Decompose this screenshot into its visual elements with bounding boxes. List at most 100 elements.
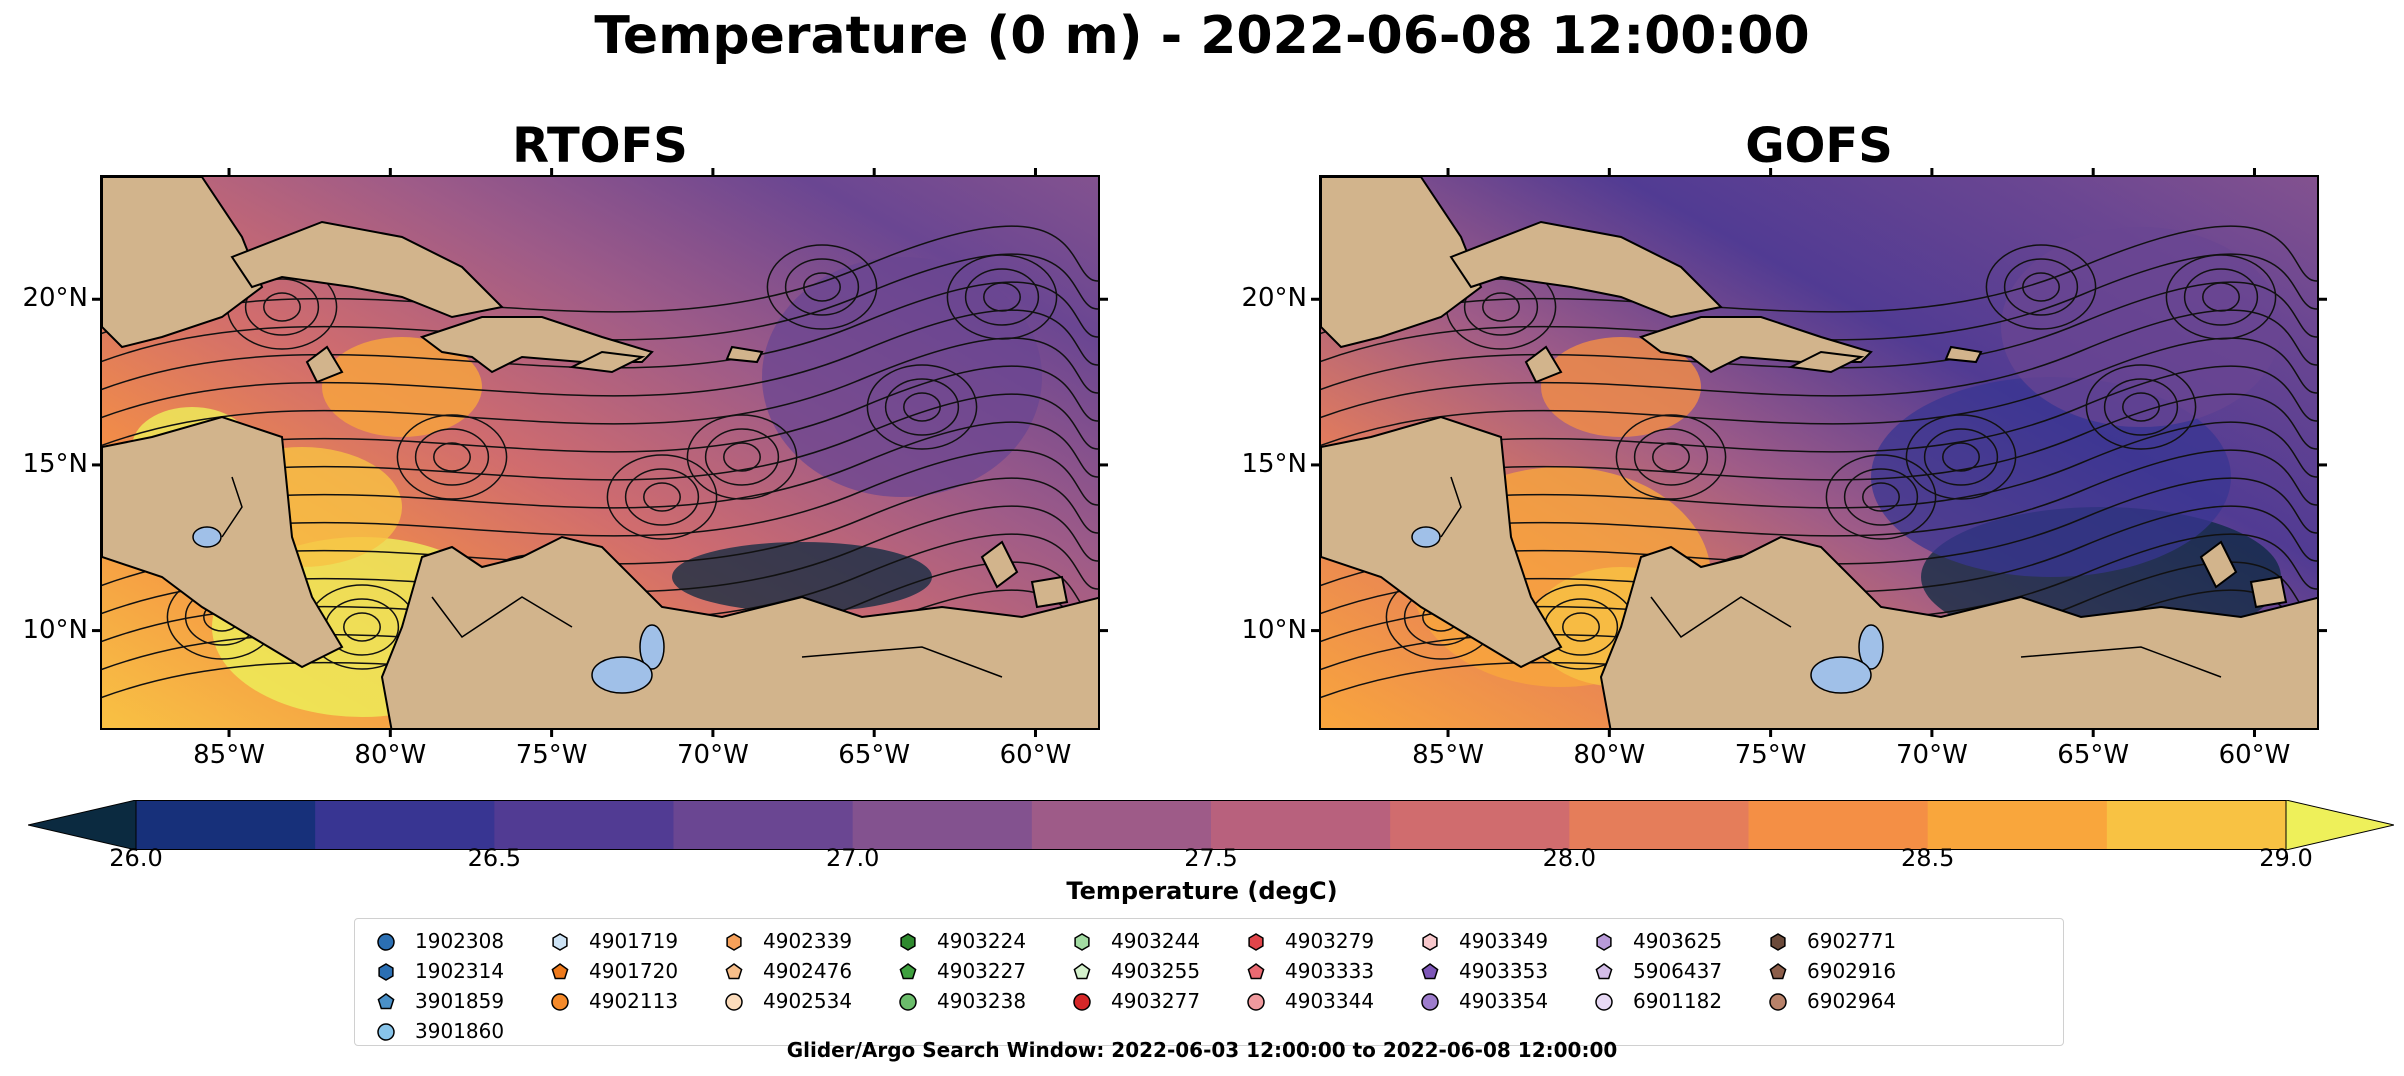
legend-item: 4902113 — [549, 987, 719, 1015]
lon-tick-label: 70°W — [676, 740, 749, 770]
streamline — [102, 421, 1098, 531]
warm-anomaly — [322, 337, 482, 437]
legend-item: 4903333 — [1245, 957, 1415, 985]
eddy-streamline — [1615, 414, 1727, 500]
colorbar-tick-label: 27.5 — [1184, 844, 1238, 872]
legend-item: 4903344 — [1245, 987, 1415, 1015]
legend-label: 6902771 — [1807, 929, 1897, 953]
lat-tick-label: 20°N — [1241, 283, 1307, 314]
eddy-streamline — [803, 272, 841, 302]
land — [1944, 345, 1983, 364]
eddy-streamline — [2122, 392, 2160, 422]
legend-label: 4903625 — [1633, 929, 1723, 953]
streamline — [102, 449, 1098, 559]
land — [380, 535, 1098, 728]
legend-item: 4903354 — [1419, 987, 1589, 1015]
legend-marker-hexagon — [1422, 933, 1438, 951]
eddy-streamline — [606, 454, 718, 540]
legend-label: 4902339 — [763, 929, 853, 953]
land — [1321, 415, 1563, 669]
borders — [221, 476, 1003, 678]
colorbar-segment — [1211, 800, 1391, 850]
eddy-streamline — [343, 612, 381, 642]
eddy-streamline — [1463, 278, 1539, 336]
lat-tick-label: 15°N — [1241, 448, 1307, 479]
streamline — [102, 225, 1098, 335]
streamline — [102, 477, 1098, 587]
eddy-streamline — [983, 282, 1021, 312]
legend-label: 4903224 — [937, 929, 1027, 953]
legend-marker-circle — [725, 993, 743, 1011]
lake — [591, 656, 653, 694]
legend-marker-hexagon — [552, 933, 568, 951]
legend-item: 4903224 — [897, 927, 1067, 955]
land — [1030, 575, 1069, 609]
lon-tick-label: 75°W — [515, 740, 588, 770]
lon-tick-label: 85°W — [1412, 740, 1484, 770]
figure-title: Temperature (0 m) - 2022-06-08 12:00:00 — [594, 6, 1810, 66]
eddy-streamline — [704, 428, 780, 486]
land — [725, 345, 764, 364]
land — [102, 177, 264, 349]
legend-marker-pentagon — [1769, 963, 1787, 980]
legend-item: 3901860 — [375, 1017, 545, 1045]
streamline — [102, 337, 1098, 447]
colorbar-segment — [2106, 800, 2287, 850]
lon-tick-label: 75°W — [1734, 740, 1807, 770]
lake — [192, 526, 222, 548]
eddy-streamline — [2003, 258, 2079, 316]
streamline — [1321, 365, 2317, 475]
panel-title-gofs: GOFS — [1745, 118, 1893, 174]
lat-tick-label: 15°N — [22, 448, 88, 479]
colorbar-segment — [494, 800, 674, 850]
lon-tick-label: 80°W — [354, 740, 427, 770]
legend-marker-circle — [899, 993, 917, 1011]
legend-label: 6901182 — [1633, 989, 1723, 1013]
legend-item: 6901182 — [1593, 987, 1763, 1015]
eddy-streamline — [2085, 364, 2197, 450]
legend-item: 4903349 — [1419, 927, 1589, 955]
land — [2199, 540, 2238, 589]
legend-item: 4901719 — [549, 927, 719, 955]
land — [2249, 575, 2288, 609]
eddy-streamline — [2022, 272, 2060, 302]
land — [1321, 177, 1483, 349]
colorbar-tick-label: 29.0 — [2259, 844, 2313, 872]
map-canvas-gofs — [1321, 177, 2317, 728]
eddy-streamline — [1942, 442, 1980, 472]
legend-label: 4903244 — [1111, 929, 1201, 953]
legend-item: 1902308 — [375, 927, 545, 955]
eddy-streamline — [784, 258, 860, 316]
legend-marker-circle — [1595, 993, 1613, 1011]
legend-label: 4903333 — [1285, 959, 1375, 983]
streamline — [102, 365, 1098, 475]
axis-ticks-gofs — [1311, 168, 2327, 737]
map-canvas-rtofs — [102, 177, 1098, 728]
eddy-streamline — [624, 468, 700, 526]
legend-label: 4903349 — [1459, 929, 1549, 953]
legend-label: 6902916 — [1807, 959, 1897, 983]
colorbar-segment — [1569, 800, 1749, 850]
land — [1524, 345, 1563, 384]
eddy-streamline — [2183, 268, 2259, 326]
colorbar-tick-label: 26.0 — [109, 844, 163, 872]
eddy-streamline — [244, 278, 320, 336]
streamline — [1321, 309, 2317, 419]
streamline — [1321, 281, 2317, 391]
legend-label: 3901860 — [415, 1019, 505, 1043]
legend-item: 4903277 — [1071, 987, 1241, 1015]
legend-item: 5906437 — [1593, 957, 1763, 985]
legend-marker-hexagon — [726, 933, 742, 951]
lat-tick-label: 20°N — [22, 283, 88, 314]
lon-tick-label: 65°W — [838, 740, 911, 770]
legend-marker-pentagon — [1595, 963, 1613, 980]
legend-label: 4903279 — [1285, 929, 1375, 953]
legend-marker-hexagon — [900, 933, 916, 951]
lake — [639, 624, 665, 670]
legend-item: 4903227 — [897, 957, 1067, 985]
eddy-streamline — [1862, 482, 1900, 512]
eddy-streamline — [1482, 292, 1520, 322]
colorbar-extend-min — [28, 800, 137, 850]
legend: 1902308 1902314 3901859 3901860 4901719 49017… — [354, 918, 2064, 1046]
legend-marker-circle — [1421, 993, 1439, 1011]
